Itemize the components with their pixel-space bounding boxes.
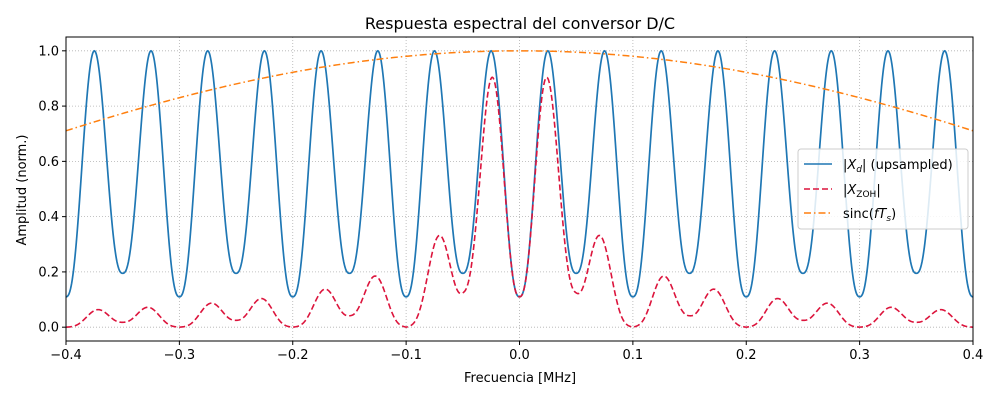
y-tick-label: 0.2 bbox=[38, 265, 59, 280]
x-tick-label: −0.4 bbox=[50, 348, 82, 363]
x-tick-label: 0.0 bbox=[509, 348, 530, 363]
legend-label-sinc: sinc(fTs) bbox=[843, 207, 896, 224]
x-tick-label: 0.1 bbox=[623, 348, 644, 363]
y-tick-label: 0.6 bbox=[38, 155, 59, 170]
y-tick-label: 0.4 bbox=[38, 210, 59, 225]
tick-layer: −0.4 −0.3 −0.2 −0.1 0.0 0.1 0.2 0.3 0.4 0.0 0.2 0.4… bbox=[38, 44, 983, 363]
legend-label-xd: |Xd| (upsampled) bbox=[843, 158, 953, 175]
x-tick-label: 0.3 bbox=[849, 348, 870, 363]
y-tick-label: 0.0 bbox=[38, 321, 59, 336]
grid-layer bbox=[65, 37, 974, 341]
x-tick-label: −0.2 bbox=[277, 348, 309, 363]
plot-area bbox=[66, 49, 973, 329]
x-axis-label: Frecuencia [MHz] bbox=[464, 371, 576, 386]
legend: |Xd| (upsampled) |XZOH| sinc(fTs) bbox=[797, 148, 969, 230]
chart-title: Respuesta espectral del conversor D/C bbox=[365, 14, 675, 33]
legend-box bbox=[797, 148, 969, 230]
x-tick-label: 0.2 bbox=[736, 348, 757, 363]
x-tick-label: −0.3 bbox=[164, 348, 196, 363]
x-tick-label: −0.1 bbox=[390, 348, 422, 363]
y-tick-label: 1.0 bbox=[38, 44, 59, 59]
y-tick-label: 0.8 bbox=[38, 100, 59, 115]
series-line-xzoh bbox=[66, 76, 973, 329]
y-axis-label: Amplitud (norm.) bbox=[15, 134, 30, 245]
x-tick-label: 0.4 bbox=[963, 348, 984, 363]
